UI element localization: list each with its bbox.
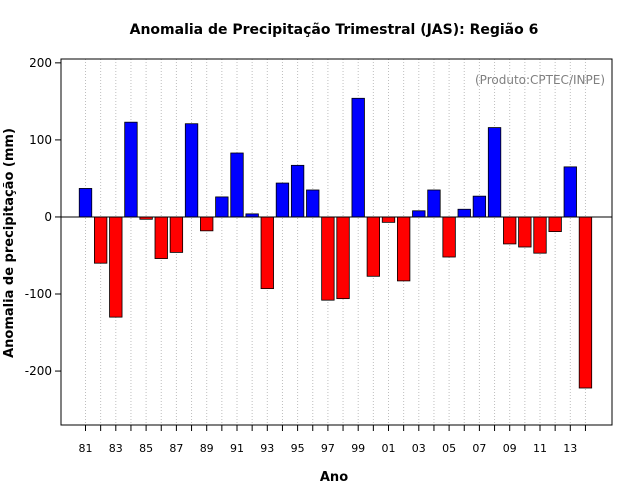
bar-11	[533, 216, 547, 254]
x-tick-label: 81	[79, 442, 93, 455]
y-axis-label: Anomalia de precipitação (mm)	[2, 128, 17, 358]
y-tick-label: 100	[29, 133, 52, 147]
bar-89	[200, 216, 214, 232]
bar-00	[366, 216, 381, 277]
bar-81	[78, 188, 93, 218]
x-tick-label: 91	[230, 442, 244, 455]
bar-82	[94, 216, 108, 264]
x-tick-label: 01	[382, 442, 396, 455]
bar-88	[184, 123, 199, 218]
x-tick-label: 93	[260, 442, 274, 455]
x-tick-label: 09	[503, 442, 517, 455]
x-tick-label: 11	[533, 442, 547, 455]
y-tick-label: -200	[25, 364, 52, 378]
x-tick-label: 99	[351, 442, 365, 455]
bar-07	[472, 195, 487, 218]
source-annotation: (Produto:CPTEC/INPE)	[475, 73, 605, 87]
bar-94	[275, 182, 290, 218]
bar-90	[215, 196, 229, 218]
x-tick-label: 87	[169, 442, 183, 455]
x-axis-label: Ano	[320, 470, 348, 485]
bar-08	[487, 127, 502, 218]
y-tick-label: 0	[44, 210, 52, 224]
bar-83	[109, 216, 123, 318]
bar-05	[442, 216, 456, 258]
bar-04	[427, 189, 441, 218]
bar-86	[154, 216, 168, 259]
bar-06	[457, 208, 471, 218]
bar-95	[290, 164, 305, 218]
chart-title: Anomalia de Precipitação Trimestral (JAS…	[130, 22, 539, 38]
y-tick-label: 200	[29, 56, 52, 70]
x-tick-label: 97	[321, 442, 335, 455]
bar-93	[260, 216, 274, 290]
x-tick-label: 85	[139, 442, 153, 455]
x-tick-label: 03	[412, 442, 426, 455]
x-tick-label: 89	[200, 442, 214, 455]
y-axis: -200 -100 0 100 200	[25, 56, 61, 378]
bar-91	[230, 152, 244, 218]
bar-02	[396, 216, 411, 282]
x-tick-label: 07	[472, 442, 486, 455]
bar-01	[381, 216, 396, 223]
bar-09	[503, 216, 517, 245]
bar-97	[321, 216, 335, 301]
x-axis: 81 83 85 87 89 91 93 95 97 99 01 03 05 07 09 11 13	[79, 425, 586, 455]
bar-87	[169, 216, 184, 253]
bar-84	[124, 121, 138, 218]
x-tick-label: 05	[442, 442, 456, 455]
bar-98	[336, 216, 350, 300]
bars	[78, 97, 593, 389]
y-tick-label: -100	[25, 287, 52, 301]
bar-14	[578, 216, 593, 389]
bar-99	[351, 97, 365, 218]
x-tick-label: 83	[109, 442, 123, 455]
bar-12	[548, 216, 562, 232]
plot-frame	[60, 58, 613, 426]
x-tick-label: 13	[563, 442, 577, 455]
bar-13	[563, 166, 577, 218]
bar-03	[412, 210, 426, 218]
bar-96	[306, 189, 320, 218]
bar-10	[518, 216, 532, 248]
x-tick-label: 95	[291, 442, 305, 455]
